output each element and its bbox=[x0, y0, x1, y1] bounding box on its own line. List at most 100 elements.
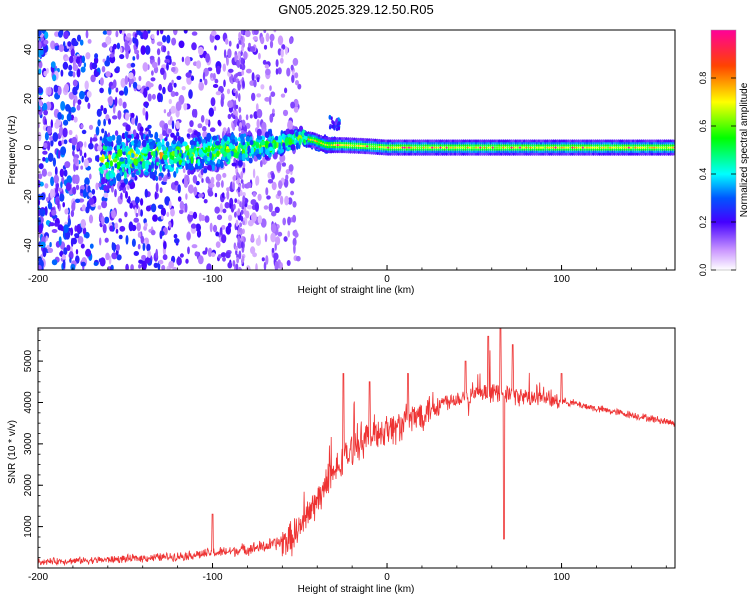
spectrogram-cell bbox=[159, 133, 164, 141]
spectrogram-cell bbox=[510, 149, 513, 154]
spectrogram-cell bbox=[563, 148, 565, 151]
spectrogram-cell bbox=[241, 255, 245, 263]
spectrogram-cell bbox=[88, 197, 95, 205]
spectrogram-cell bbox=[466, 148, 469, 151]
spectrogram-cell bbox=[277, 67, 282, 75]
spectrogram-cell bbox=[133, 158, 139, 166]
spectrogram-cell bbox=[173, 171, 177, 178]
spectrogram-cell bbox=[77, 99, 82, 105]
spectrogram-cell bbox=[105, 35, 112, 45]
spectrogram-cell bbox=[38, 264, 42, 270]
spectrogram-cell bbox=[216, 214, 223, 221]
spectrogram-cell bbox=[235, 54, 239, 61]
spectrogram-cell bbox=[391, 142, 394, 146]
spectrogram-cell bbox=[225, 38, 229, 45]
spectrogram-cell bbox=[540, 149, 542, 154]
spectrogram-cell bbox=[355, 142, 358, 146]
spectrogram-cell bbox=[382, 151, 386, 156]
spectrogram-cell bbox=[485, 149, 488, 154]
spectrogram-cell bbox=[458, 146, 461, 149]
spectrogram-cell bbox=[529, 148, 532, 151]
spectrogram-cell bbox=[191, 244, 198, 249]
spectrogram-cell bbox=[71, 136, 78, 146]
spectrogram-cell bbox=[103, 118, 106, 127]
spectrogram-cell bbox=[271, 172, 275, 180]
spectrogram-cell bbox=[418, 146, 421, 149]
spectrogram-cell bbox=[187, 169, 191, 176]
spectrogram-cell bbox=[441, 144, 444, 147]
spectrogram-cell bbox=[84, 141, 87, 148]
spectrogram-cell bbox=[238, 114, 242, 122]
spectrogram-cell bbox=[452, 146, 454, 149]
spectrogram-cell bbox=[269, 128, 273, 137]
spectrogram-cell bbox=[611, 148, 614, 151]
spectrogram-cell bbox=[192, 211, 198, 219]
spectrogram-cell bbox=[202, 126, 207, 132]
spectrogram-cell bbox=[487, 149, 490, 154]
spectrogram-cell bbox=[431, 148, 434, 151]
spectrogram-cell bbox=[661, 144, 664, 147]
spectrogram-cell bbox=[560, 149, 563, 154]
spectrogram-cell bbox=[279, 195, 284, 205]
spectrogram-cell bbox=[385, 144, 387, 147]
spectrogram-cell bbox=[254, 202, 259, 212]
spectrogram-cell bbox=[281, 44, 286, 50]
spectrogram-cell bbox=[71, 37, 77, 47]
spectrogram-cell bbox=[315, 140, 318, 143]
spectrogram-cell bbox=[46, 197, 49, 202]
spectrogram-cell bbox=[177, 184, 181, 194]
spectrogram-cell bbox=[527, 149, 530, 154]
spectrogram-cell bbox=[651, 148, 653, 151]
spectrogram-cell bbox=[355, 146, 358, 149]
spectrogram-cell bbox=[607, 144, 609, 147]
spectrogram-cell bbox=[602, 148, 605, 151]
spectrogram-cell bbox=[320, 145, 323, 149]
spectrogram-cell bbox=[144, 171, 149, 176]
spectrogram-cell bbox=[129, 78, 135, 85]
spectrogram-cell bbox=[76, 142, 80, 150]
spectrogram-cell bbox=[336, 144, 339, 147]
spectrogram-cell bbox=[181, 161, 186, 167]
spectrogram-cell bbox=[347, 146, 350, 149]
spectrogram-cell bbox=[366, 140, 369, 144]
spectrogram-cell bbox=[586, 144, 588, 147]
spectrogram-cell bbox=[135, 212, 139, 218]
spectrogram-cell bbox=[540, 144, 542, 147]
spectrogram-cell bbox=[140, 45, 146, 55]
spectrogram-cell bbox=[382, 141, 385, 145]
spectrogram-cell bbox=[50, 61, 56, 68]
spectrogram-cell bbox=[447, 148, 450, 151]
spectrogram-cell bbox=[151, 70, 154, 76]
spectrogram-cell bbox=[82, 227, 87, 235]
spectrogram-cell bbox=[226, 187, 231, 192]
spectrogram-cell bbox=[82, 188, 87, 199]
spectrogram-cell bbox=[273, 252, 279, 261]
spectrogram-cell bbox=[194, 137, 198, 143]
spectrogram-cell bbox=[101, 200, 108, 209]
spectrogram-cell bbox=[504, 146, 507, 149]
spectrogram-cell bbox=[535, 146, 538, 149]
spectrogram-cell bbox=[385, 146, 387, 149]
spectrogram-cell bbox=[256, 93, 262, 98]
spectrogram-cell bbox=[233, 158, 237, 163]
spectrogram-cell bbox=[412, 148, 415, 151]
spectrogram-cell bbox=[368, 147, 371, 150]
spectrogram-cell bbox=[636, 148, 639, 151]
spectrogram-cell bbox=[357, 142, 360, 146]
spectrogram-cell bbox=[118, 234, 123, 240]
spectrogram-cell bbox=[326, 144, 329, 147]
spectrogram-cell bbox=[80, 124, 84, 129]
spectrogram-cell bbox=[460, 142, 463, 146]
spectrogram-cell bbox=[563, 146, 565, 149]
spectrogram-cell bbox=[136, 222, 141, 232]
spectrogram-cell bbox=[221, 192, 225, 199]
spectrogram-cell bbox=[617, 144, 620, 147]
spectrogram-cell bbox=[186, 159, 190, 164]
spectrogram-cell bbox=[389, 148, 392, 151]
spectrogram-cell bbox=[598, 148, 601, 151]
spectrogram-cell bbox=[237, 52, 241, 60]
spectrogram-cell bbox=[234, 198, 238, 204]
spectrogram-cell bbox=[164, 137, 168, 142]
spectrogram-cell bbox=[109, 53, 115, 58]
spectrogram-cell bbox=[479, 144, 482, 147]
